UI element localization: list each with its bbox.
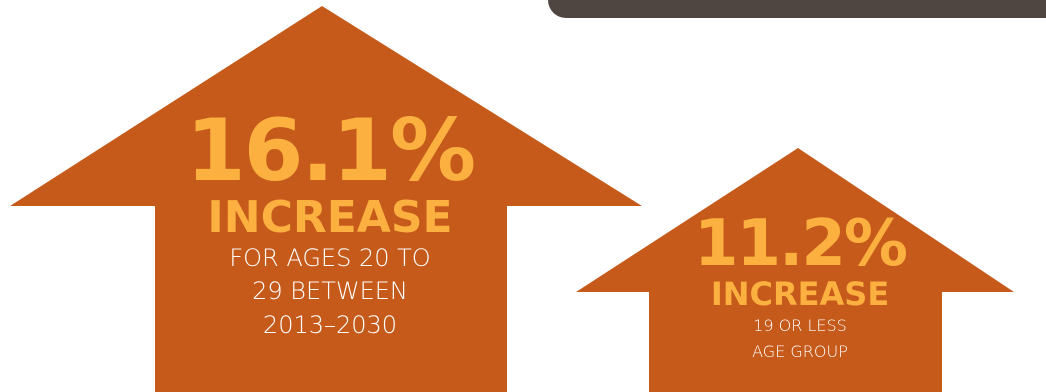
percent-value: 16.1%: [185, 101, 476, 201]
stat-block-ages-20-29: 16.1% INCREASE FOR AGES 20 TO 29 BETWEEN…: [170, 108, 490, 340]
description-line-3: 2013–2030: [262, 310, 398, 339]
description-line-2: 29 BETWEEN: [252, 277, 408, 306]
increase-label: INCREASE: [207, 192, 453, 243]
increase-label: INCREASE: [710, 275, 890, 313]
percent-value: 11.2%: [693, 207, 908, 281]
description-line-1: 19 OR LESS: [753, 316, 847, 335]
top-banner-bar: [548, 0, 1046, 18]
small-up-arrow: [576, 148, 1014, 392]
description-line-2: AGE GROUP: [752, 341, 848, 361]
stat-block-19-or-less: 11.2% INCREASE 19 OR LESS AGE GROUP: [670, 212, 930, 361]
large-up-arrow: [10, 6, 642, 392]
description-line-1: FOR AGES 20 TO: [229, 244, 431, 272]
